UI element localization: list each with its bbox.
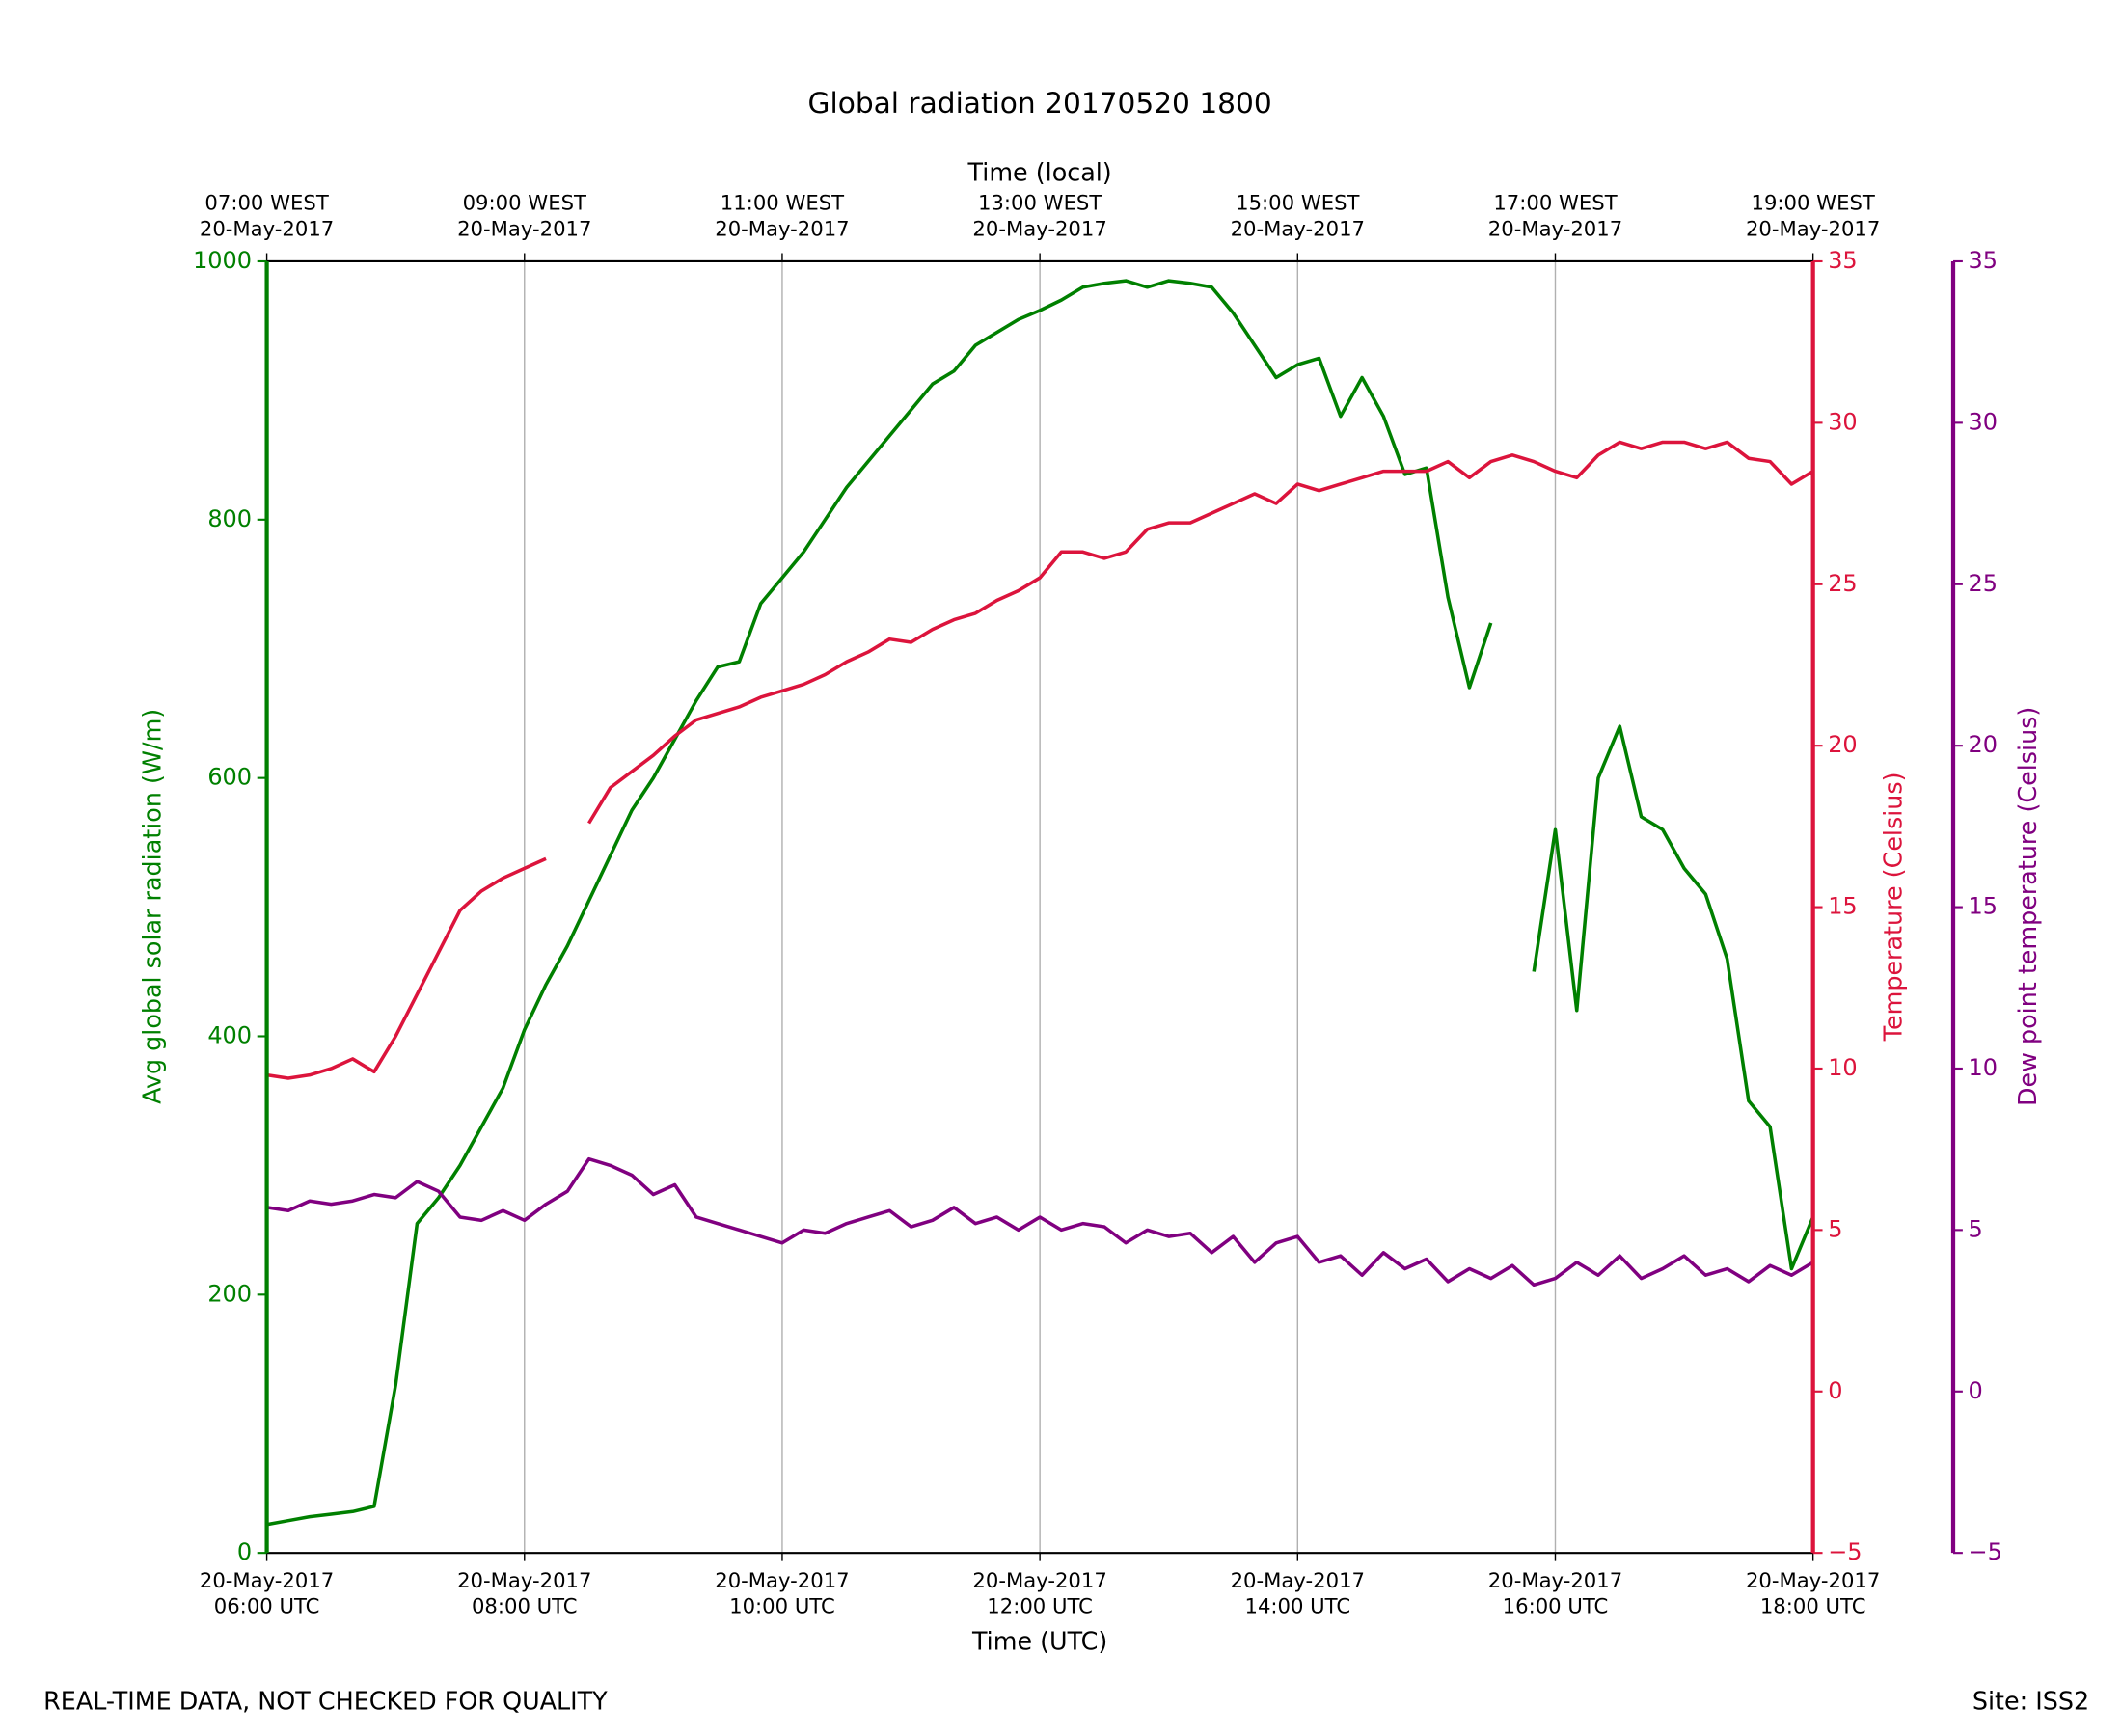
y3-tick-label: −5	[1969, 1538, 2002, 1565]
y3-tick-label: 25	[1969, 570, 1998, 597]
footer-note: REAL-TIME DATA, NOT CHECKED FOR QUALITY	[43, 1686, 608, 1715]
y2-tick-label: 15	[1828, 893, 1857, 920]
x2-axis-label: Time (local)	[967, 158, 1112, 187]
y2-tick-label: 10	[1828, 1054, 1857, 1081]
x-tick-label: 20-May-2017 10:00 UTC	[715, 1568, 849, 1618]
y-tick-label: 0	[237, 1538, 252, 1565]
x2-tick-label: 07:00 WEST 20-May-2017	[200, 191, 334, 241]
x-tick-label: 20-May-2017 18:00 UTC	[1746, 1568, 1880, 1618]
x2-tick-label: 11:00 WEST 20-May-2017	[715, 191, 849, 241]
y3-tick-label: 30	[1969, 408, 1998, 435]
y2-tick-label: 20	[1828, 731, 1857, 758]
y3-tick-label: 35	[1969, 247, 1998, 274]
y3-tick-label: 15	[1969, 893, 1998, 920]
site-label: Site: ISS2	[1972, 1686, 2089, 1715]
y-tick-label: 400	[207, 1021, 252, 1048]
x2-tick-label: 17:00 WEST 20-May-2017	[1488, 191, 1622, 241]
x-tick-label: 20-May-2017 16:00 UTC	[1488, 1568, 1622, 1618]
x2-tick-label: 19:00 WEST 20-May-2017	[1746, 191, 1880, 241]
y3-tick-label: 5	[1969, 1215, 1983, 1242]
x-tick-label: 20-May-2017 12:00 UTC	[972, 1568, 1106, 1618]
y2-tick-label: 5	[1828, 1215, 1842, 1242]
x2-tick-label: 15:00 WEST 20-May-2017	[1231, 191, 1365, 241]
x-tick-label: 20-May-2017 14:00 UTC	[1231, 1568, 1365, 1618]
y3-tick-label: 10	[1969, 1054, 1998, 1081]
y2-tick-label: −5	[1828, 1538, 1862, 1565]
y2-axis-label: Temperature (Celsius)	[1878, 772, 1907, 1042]
series-line	[266, 1156, 1814, 1288]
y2-tick-label: 25	[1828, 570, 1857, 597]
y-tick-label: 800	[207, 505, 252, 532]
x-tick-label: 20-May-2017 08:00 UTC	[457, 1568, 591, 1618]
chart-title: Global radiation 20170520 1800	[808, 86, 1272, 120]
y2-tick-label: 0	[1828, 1377, 1842, 1404]
x2-tick-label: 13:00 WEST 20-May-2017	[972, 191, 1106, 241]
x-tick-label: 20-May-2017 06:00 UTC	[200, 1568, 334, 1618]
y2-tick-label: 30	[1828, 408, 1857, 435]
series-line	[266, 440, 1814, 1080]
y-axis-label: Avg global solar radiation (W/m)	[137, 709, 166, 1104]
y-tick-label: 200	[207, 1280, 252, 1307]
y3-axis-label: Dew point temperature (Celsius)	[2013, 707, 2042, 1106]
y3-tick-label: 20	[1969, 731, 1998, 758]
y-tick-label: 1000	[193, 247, 252, 274]
y2-tick-label: 35	[1828, 247, 1857, 274]
x2-tick-label: 09:00 WEST 20-May-2017	[457, 191, 591, 241]
y-tick-label: 600	[207, 764, 252, 791]
y3-tick-label: 0	[1969, 1377, 1983, 1404]
x-axis-label: Time (UTC)	[971, 1626, 1107, 1655]
series-line	[266, 279, 1815, 1527]
